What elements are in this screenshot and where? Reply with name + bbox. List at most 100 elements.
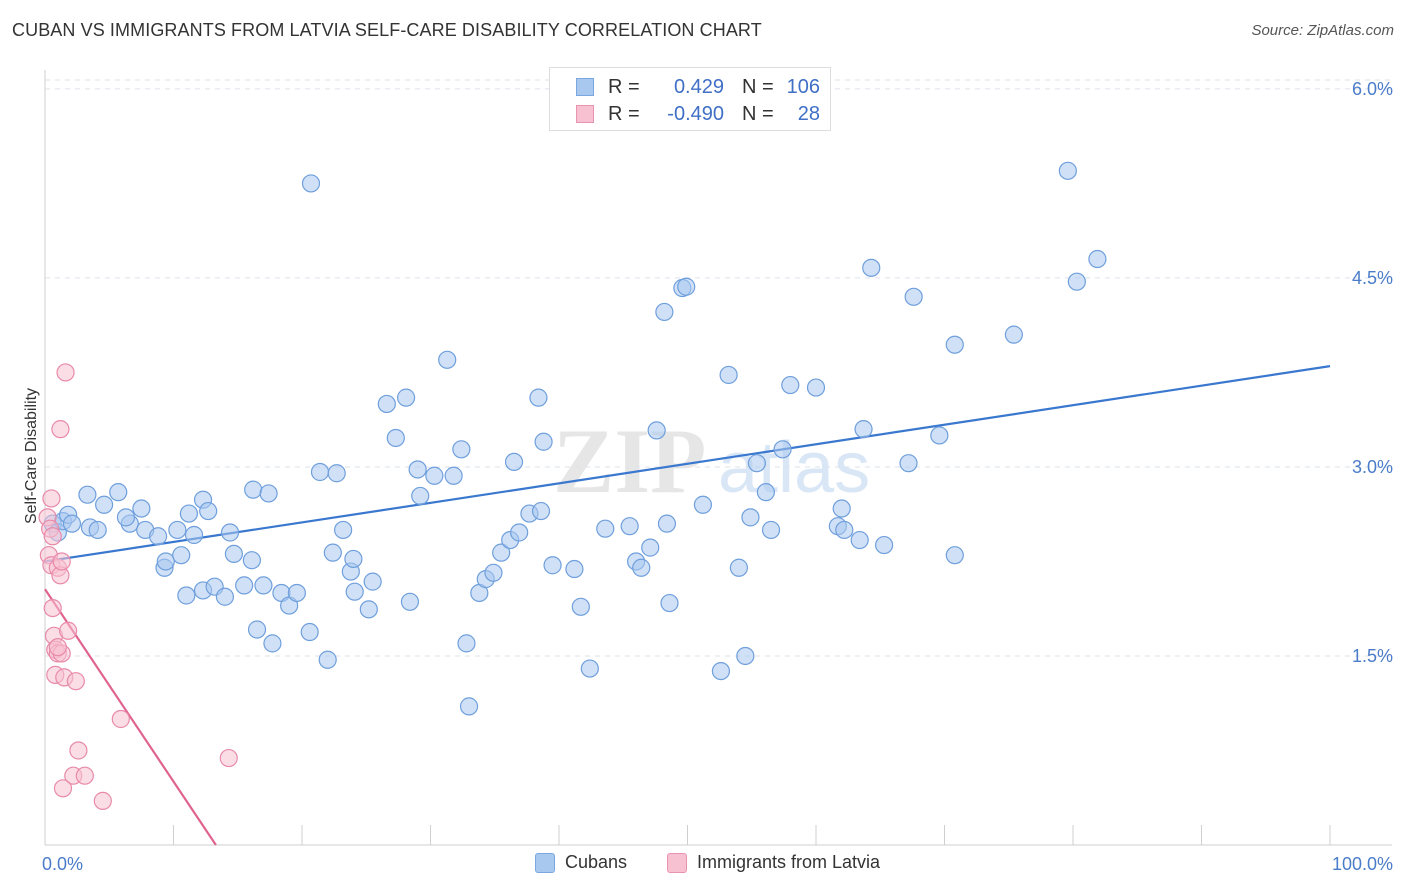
legend-r-value: -0.490 [667,102,724,125]
y-tick-label: 4.5% [1352,268,1393,288]
cubans-point [224,544,243,564]
bottom-legend-label-cubans: Cubans [565,852,628,872]
legend-n-value: 28 [797,102,820,125]
cubans-point [781,375,800,395]
cubans-point [444,466,463,485]
cubans-point [854,420,873,439]
latvia-point [66,672,85,691]
cubans-point [62,514,82,533]
latvia-point [52,552,71,571]
cubans-point [747,454,766,473]
cubans-point [620,517,639,536]
cubans-point [729,558,749,577]
cubans-point [179,504,199,523]
latvia-point [56,363,75,382]
legend-r-value: 0.429 [673,75,724,98]
cubans-point [761,520,781,540]
cubans-point [741,508,760,527]
cubans-point [116,508,136,527]
cubans-trend-line [44,365,1331,563]
cubans-point [531,501,551,521]
cubans-point [452,440,471,459]
cubans-point [184,525,204,545]
source-label: Source: ZipAtlas.com [1251,22,1394,39]
chart-title: CUBAN VS IMMIGRANTS FROM LATVIA SELF-CAR… [12,20,762,40]
cubans-point [529,388,548,407]
cubans-point [327,464,346,483]
cubans-point [719,365,738,385]
latvia-point [75,766,94,785]
x-tick-label: 0.0% [42,854,83,874]
cubans-point [534,432,553,451]
cubans-point [177,586,196,605]
stats-legend: R = 0.429 N = 106 R = -0.490 N = 28 [549,67,831,131]
bottom-legend-cubans: Cubans [535,852,627,873]
cubans-point [850,530,869,550]
y-tick-label: 1.5% [1352,646,1393,666]
cubans-point [571,597,590,616]
latvia-point [111,709,130,729]
latvia-point [51,420,70,439]
legend-n-label: N = [742,102,774,125]
cubans-point [632,558,651,577]
cubans-point [156,552,175,571]
cubans-point [148,527,168,546]
cubans-point [862,258,881,277]
legend-r-label: R = [608,75,640,98]
cubans-point [773,440,792,459]
cubans-point [832,499,851,518]
legend-r-label: R = [608,102,640,125]
cubans-point [400,592,420,611]
data-points [38,161,1107,810]
cubans-point [580,659,599,678]
cubans-point [565,559,584,579]
cubans-point [1058,161,1077,180]
cubans-point [641,538,660,557]
bottom-legend-latvia: Immigrants from Latvia [667,852,880,873]
cubans-point [806,378,826,397]
cubans-point [259,484,278,503]
cubans-point [1004,325,1023,344]
cubans-point [945,546,964,565]
legend-n-label: N = [742,75,774,98]
cubans-point [396,388,416,407]
watermark: ZIP atlas [553,410,870,512]
cubans-point [756,483,775,502]
cubans-point [78,485,97,504]
axes [44,70,1392,846]
cubans-point [677,277,696,296]
cubans-point [247,620,267,639]
cubans-point [736,646,755,666]
latvia-point [42,489,61,508]
cubans-point [215,587,234,606]
cubans-point [344,549,363,569]
cubans-point [459,697,479,716]
watermark-zip: ZIP [553,410,706,512]
latvia-point [219,748,238,768]
cubans-point [323,543,342,562]
cubans-point [647,421,666,440]
cubans-point [1088,249,1107,269]
latvia-point [69,741,88,760]
cubans-point [510,523,529,542]
cubans-point [457,634,476,653]
legend-row-cubans: R = 0.429 N = 106 [550,74,820,100]
cubans-point [310,462,330,482]
cubans-point [88,520,107,540]
cubans-point [300,622,319,642]
cubans-point [492,543,511,562]
gridlines [45,79,1392,657]
cubans-point [254,576,273,595]
legend-n-value: 106 [786,75,820,98]
cubans-point [377,394,396,414]
cubans-point [359,600,378,619]
cubans-point [242,551,261,570]
cubans-point [543,556,562,575]
cubans-point [596,519,615,538]
cubans-point [875,535,894,555]
cubans-point [345,582,364,601]
cubans-point [95,495,114,514]
cubans-point [711,661,731,681]
cubans-point [386,428,405,448]
